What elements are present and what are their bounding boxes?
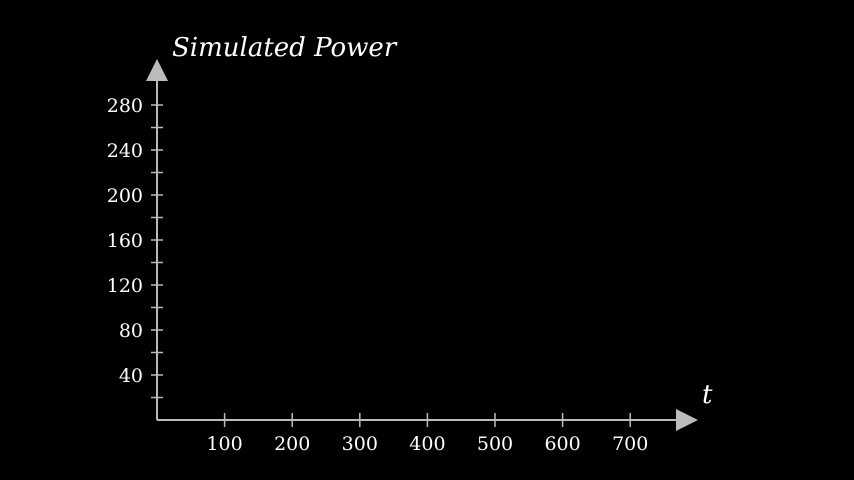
x-axis-arrowhead [676, 409, 698, 431]
x-tick-label: 600 [544, 433, 580, 455]
y-tick-label: 280 [107, 95, 143, 117]
x-tick-label: 300 [342, 433, 378, 455]
x-tick-label: 700 [612, 433, 648, 455]
x-tick-label: 400 [409, 433, 445, 455]
y-ticks-group: 40 80 120 160 200 240 280 [107, 95, 163, 398]
x-tick-label: 100 [206, 433, 242, 455]
y-axis-title: Simulated Power [172, 33, 398, 63]
y-tick-label: 80 [119, 320, 143, 342]
y-tick-label: 120 [107, 275, 143, 297]
y-tick-label: 240 [107, 140, 143, 162]
y-tick-label: 160 [107, 230, 143, 252]
x-axis-title: t [702, 380, 713, 410]
x-tick-label: 500 [477, 433, 513, 455]
y-axis-arrowhead [146, 59, 168, 81]
y-tick-label: 200 [107, 185, 143, 207]
axes-group [146, 59, 698, 431]
x-tick-label: 200 [274, 433, 310, 455]
y-tick-label: 40 [119, 365, 143, 387]
